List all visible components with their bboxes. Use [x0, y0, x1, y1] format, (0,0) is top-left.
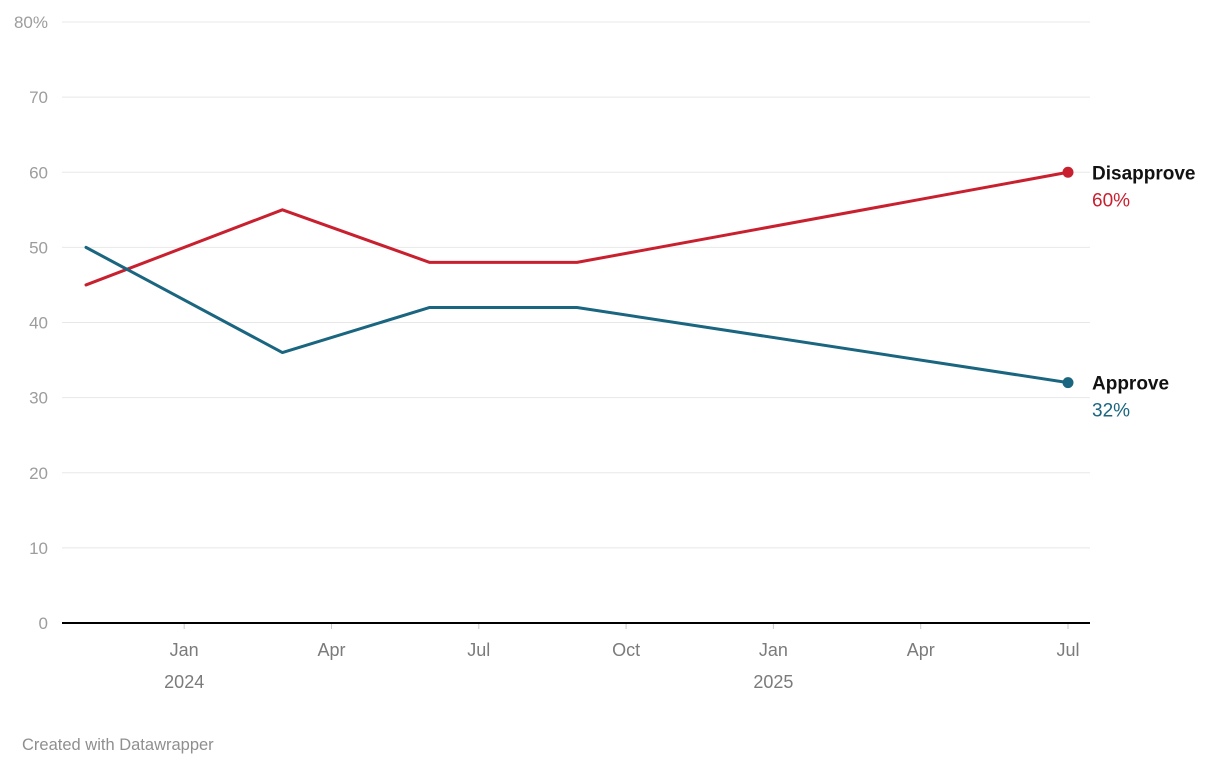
y-tick-label: 30 [29, 389, 48, 408]
y-tick-label: 0 [39, 614, 48, 633]
x-tick-label: Jan [170, 640, 199, 660]
line-chart: 0 10 20 30 40 50 60 70 80% Jan 2024 Apr Jul Oct Jan 202… [14, 13, 1196, 692]
series-end-value-disapprove: 60% [1092, 190, 1130, 211]
x-tick-label: Jul [467, 640, 490, 660]
y-tick-label: 80% [14, 13, 48, 32]
x-tick-label: Apr [907, 640, 935, 660]
series-line-approve [84, 245, 1070, 385]
y-tick-label: 40 [29, 314, 48, 333]
x-tick-label: Jan [759, 640, 788, 660]
series-line-disapprove [84, 170, 1070, 287]
datawrapper-credit[interactable]: Created with Datawrapper [22, 736, 214, 754]
x-axis-labels: Jan 2024 Apr Jul Oct Jan 2025 Apr Jul [164, 624, 1080, 692]
series-approve: Approve 32% [84, 245, 1169, 422]
series-end-dot-approve [1062, 377, 1074, 389]
y-tick-label: 10 [29, 539, 48, 558]
series-disapprove: Disapprove 60% [84, 163, 1195, 287]
y-tick-label: 70 [29, 88, 48, 107]
x-tick-year-label: 2025 [753, 672, 793, 692]
y-tick-label: 20 [29, 464, 48, 483]
series-end-label-approve: Approve [1092, 374, 1169, 395]
y-tick-label: 50 [29, 238, 48, 257]
y-tick-label: 60 [29, 163, 48, 182]
grid-lines [62, 21, 1090, 549]
series-end-value-approve: 32% [1092, 401, 1130, 422]
series-end-label-disapprove: Disapprove [1092, 163, 1195, 184]
x-tick-year-label: 2024 [164, 672, 204, 692]
y-axis-labels: 0 10 20 30 40 50 60 70 80% [14, 13, 48, 633]
x-tick-label: Apr [317, 640, 345, 660]
x-tick-label: Jul [1056, 640, 1079, 660]
series-end-dot-disapprove [1062, 166, 1074, 178]
x-tick-label: Oct [612, 640, 640, 660]
